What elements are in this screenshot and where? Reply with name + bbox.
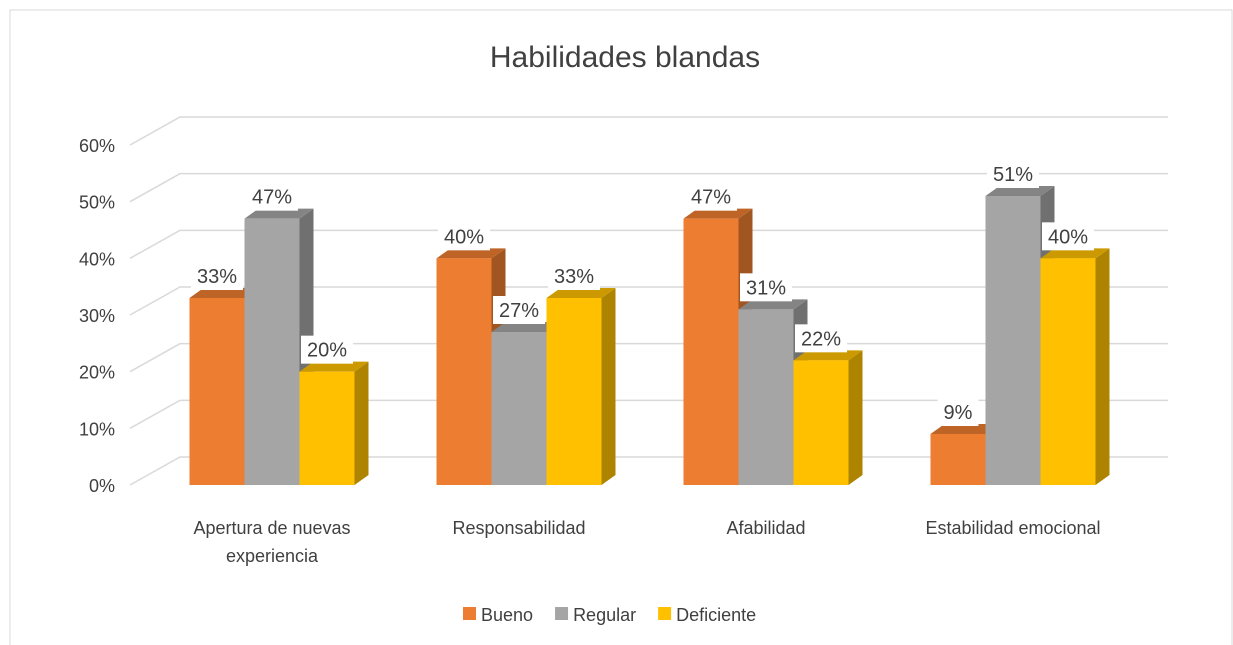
legend-swatch [555,607,569,620]
data-label: 27% [499,300,539,322]
bar-top [299,361,369,372]
data-label: 40% [1048,226,1088,248]
data-label-box [300,335,354,364]
bar [546,288,616,485]
bar-top [189,288,259,298]
chart-title: Habilidades blandas [490,41,760,74]
data-label-box [986,160,1040,188]
bar-front [930,434,986,485]
bar-side [848,350,863,485]
x-tick-label: Responsabilidad [452,518,585,538]
x-tick-label: Apertura de nuevas experiencia [193,518,350,566]
bar-front [793,360,849,485]
bar-front [546,298,602,485]
data-label-box [245,182,299,211]
bar [299,361,369,485]
x-tick-label: Afabilidad [726,518,805,538]
bar-front [299,371,355,485]
y-tick-label: 30% [79,306,115,326]
bar-top [793,350,863,361]
data-label: 51% [993,164,1033,186]
data-label: 31% [746,277,786,299]
data-label: 47% [691,187,731,209]
data-label-box [190,262,244,290]
data-label: 9% [944,402,973,424]
grid-line [129,229,1168,259]
data-label-box [547,262,601,290]
bar-side [354,361,369,485]
bar-front [1040,258,1096,485]
bar-side [1095,248,1110,485]
y-tick-label: 40% [79,249,115,269]
x-tick-label: Estabilidad emocional [925,518,1100,538]
bar-top [546,288,616,298]
data-label-box [937,398,979,426]
legend-label: Deficiente [676,605,756,625]
data-label: 47% [252,187,292,209]
y-tick-label: 20% [79,363,115,383]
grid-line [129,286,1168,316]
data-label-box [739,273,793,302]
bar-top [491,322,561,332]
data-label-box [437,222,491,251]
data-label: 33% [554,266,594,288]
bar [793,350,863,485]
bar-front [491,332,547,485]
grid-line [129,116,1168,146]
bar-top [985,186,1055,196]
data-label: 20% [307,340,347,362]
y-tick-label: 50% [79,193,115,213]
data-label-box [794,324,848,353]
y-tick-label: 0% [89,476,115,496]
bar-top [683,208,753,219]
bar-front [244,218,300,485]
legend-label: Regular [573,605,636,625]
bar-front [683,218,739,485]
data-label: 22% [801,328,841,350]
bar-front [985,196,1041,485]
bar-front [738,309,794,485]
bar-top [930,424,1000,434]
bar-top [436,248,506,259]
data-label: 33% [197,266,237,288]
y-tick-label: 60% [79,136,115,156]
data-label-box [1041,222,1095,251]
data-label-box [684,182,738,211]
y-tick-label: 10% [79,419,115,439]
bar-top [244,208,314,219]
data-label-box [492,296,546,324]
x-tick-label-line: Apertura de nuevas [193,518,350,538]
legend-swatch [463,607,476,620]
bar [1040,248,1110,485]
legend-label: Bueno [481,605,533,625]
bar-top [1040,248,1110,259]
bar-top [738,299,808,310]
bar-front [189,298,245,485]
data-label: 40% [444,226,484,248]
legend-swatch [658,607,672,620]
bar-front [436,258,492,485]
x-tick-label-line: experiencia [226,546,319,566]
bar-side [601,288,616,485]
grid-line [129,172,1168,203]
